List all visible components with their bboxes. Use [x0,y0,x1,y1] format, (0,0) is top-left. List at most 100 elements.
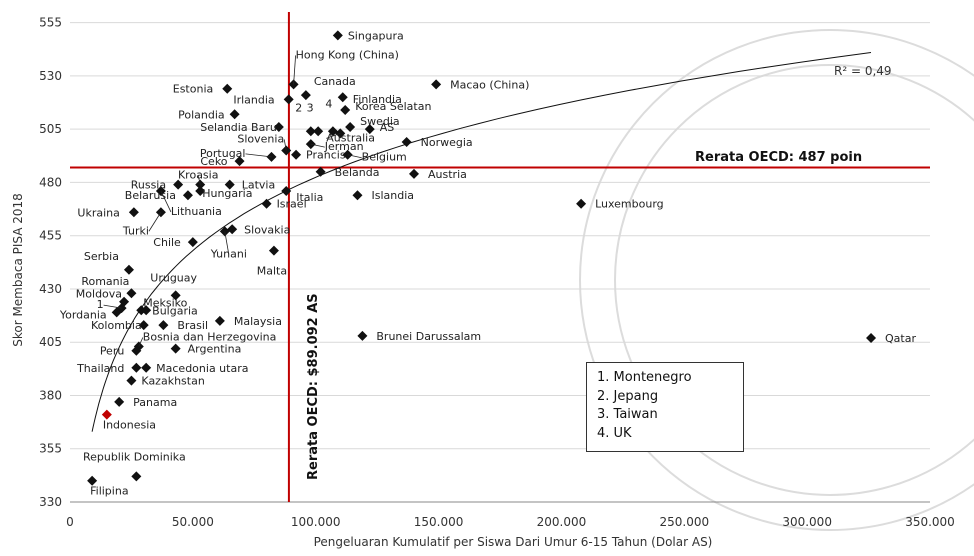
data-label: Chile [153,236,181,249]
data-point [170,290,181,301]
label-leader-line [148,212,162,232]
data-label: Ukraina [77,206,119,219]
data-point [337,92,348,103]
data-point [866,332,877,343]
data-point [409,168,419,179]
legend-entry: 3. Taiwan [597,407,658,422]
label-leader-line [245,153,272,158]
data-point [268,245,279,256]
data-label: Swedia [360,115,400,128]
data-label: Portugal [200,147,246,160]
data-label: Russia [131,179,166,192]
data-label: Hong Kong (China) [296,48,399,61]
oecd-vertical-label: Rerata OECD: $89.092 AS [306,293,321,480]
data-point [576,198,587,209]
data-label: Bulgaria [152,304,198,317]
data-point [315,166,326,177]
x-axis-title: Pengeluaran Kumulatif per Siswa Dari Umu… [314,535,713,549]
data-point [87,475,98,486]
data-label: Italia [296,191,323,204]
legend-entry: 4. UK [597,425,632,441]
data-label: 4 [325,97,332,110]
data-label: Romania [81,275,129,288]
label-leader-line [347,154,362,159]
data-point [357,330,368,341]
data-label: Luxembourg [595,198,664,211]
data-label: Brasil [177,319,208,332]
data-point [431,79,442,90]
data-label: Uruguay [150,271,197,284]
data-point [313,126,324,137]
data-label: Slovakia [244,223,290,236]
trendline [91,52,872,432]
y-tick-label: 530 [39,69,62,83]
data-label: Panama [133,396,177,409]
data-point [111,307,122,318]
data-point [138,320,149,331]
data-point [291,149,302,160]
data-point [229,109,240,120]
data-label: Korea Selatan [355,100,431,113]
data-point [234,156,245,167]
oecd-reference-lines [70,12,930,502]
data-label: Polandia [178,108,225,121]
y-tick-label: 505 [39,122,62,136]
data-label: Macao (China) [450,78,529,91]
data-point [345,122,356,133]
data-label: Islandia [371,189,414,202]
data-label: Austria [428,168,467,181]
data-point [352,190,363,201]
data-point [222,83,233,94]
data-label: Malaysia [234,315,282,328]
label-leader-line [160,190,172,213]
data-points [87,30,877,486]
label-leader-line [283,139,287,151]
data-point [327,126,338,137]
label-leader-line [310,143,325,148]
data-point [141,305,152,316]
x-tick-label: 150.000 [414,515,464,529]
data-label: Malta [257,265,287,278]
data-point [332,30,343,41]
data-point [273,122,284,133]
data-point [158,320,169,331]
data-point [364,124,375,135]
data-label: Hungaria [202,187,252,200]
data-point [214,315,225,326]
data-point [141,362,152,373]
data-label: Norwegia [421,136,473,149]
data-point [123,264,134,275]
data-point [182,190,193,201]
data-label: Ceko [200,155,227,168]
data-label: Thailand [76,362,124,375]
data-label: Yunani [210,247,247,260]
data-label: Selandia Baru [200,121,277,134]
data-label: Qatar [885,332,916,345]
data-label: Slovenia [237,132,284,145]
data-label: Indonesia [103,419,156,432]
y-tick-label: 330 [39,495,62,509]
y-tick-label: 355 [39,442,62,456]
data-point [261,198,272,209]
data-point [281,185,292,196]
y-tick-label: 455 [39,229,62,243]
data-label: Belanda [335,166,380,179]
legend-box: 1. Montenegro 2. Jepang 3. Taiwan 4. UK [586,362,744,452]
data-label: 3 [307,101,314,114]
data-label: Australia [326,131,375,144]
data-label: Filipina [90,485,128,498]
data-point [128,207,139,218]
data-point [401,136,412,147]
data-label: Peru [100,345,125,358]
data-point [101,409,112,420]
data-point [126,375,137,386]
label-leader-line [103,304,122,309]
r-squared-label: R² = 0,49 [834,64,892,78]
legend-entry: 2. Jepang [597,388,659,404]
x-tick-label: 0 [66,515,74,529]
data-label: Turki [122,224,149,237]
data-label: Kroasia [178,169,219,182]
point-labels: Singapura Hong Kong (China) Canada Macao (C… [59,29,917,497]
data-label: 1 [97,298,104,311]
